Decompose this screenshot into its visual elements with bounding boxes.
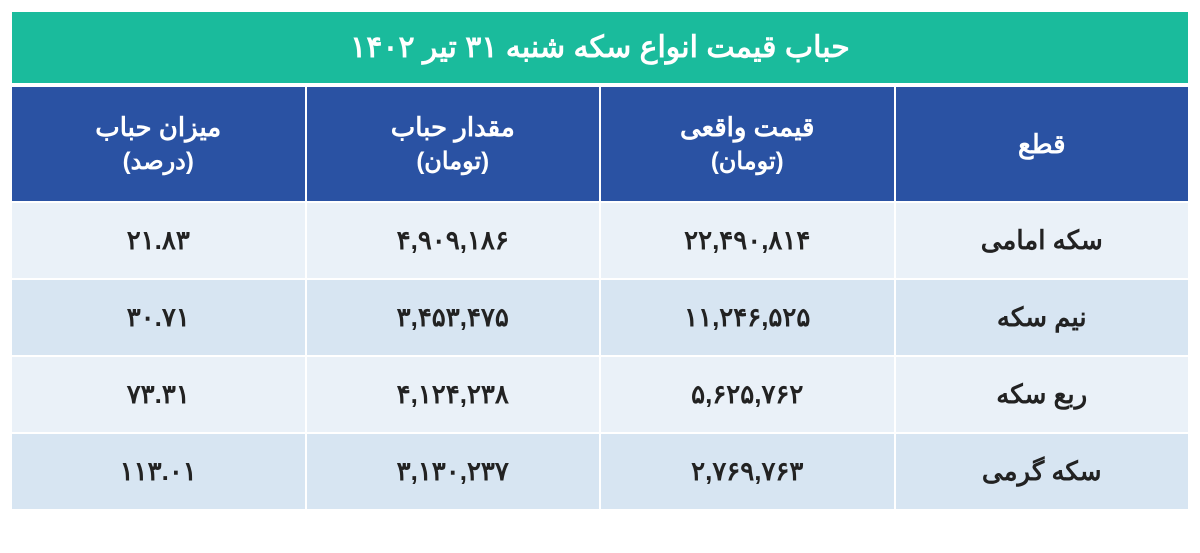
- cell-bubble-amount: ۴,۹۰۹,۱۸۶: [306, 202, 601, 279]
- table-row: نیم سکه ۱۱,۲۴۶,۵۲۵ ۳,۴۵۳,۴۷۵ ۳۰.۷۱: [11, 279, 1189, 356]
- cell-bubble-pct: ۱۱۳.۰۱: [11, 433, 306, 510]
- cell-name: سکه گرمی: [895, 433, 1190, 510]
- col-header-real-price: قیمت واقعی (تومان): [600, 86, 895, 202]
- cell-name: سکه امامی: [895, 202, 1190, 279]
- col-header-type-line1: قطع: [1018, 129, 1066, 159]
- cell-bubble-pct: ۷۳.۳۱: [11, 356, 306, 433]
- col-header-type: قطع: [895, 86, 1190, 202]
- coin-bubble-table: قطع قیمت واقعی (تومان) مقدار حباب (تومان…: [10, 85, 1190, 511]
- col-header-bubble-pct-line2: (درصد): [22, 145, 295, 179]
- cell-name: نیم سکه: [895, 279, 1190, 356]
- col-header-bubble-amount-line1: مقدار حباب: [391, 112, 515, 142]
- col-header-real-price-line1: قیمت واقعی: [680, 112, 814, 142]
- col-header-bubble-amount: مقدار حباب (تومان): [306, 86, 601, 202]
- col-header-bubble-amount-line2: (تومان): [317, 145, 590, 179]
- cell-real-price: ۲۲,۴۹۰,۸۱۴: [600, 202, 895, 279]
- cell-bubble-amount: ۳,۱۳۰,۲۳۷: [306, 433, 601, 510]
- cell-bubble-pct: ۲۱.۸۳: [11, 202, 306, 279]
- cell-real-price: ۵,۶۲۵,۷۶۲: [600, 356, 895, 433]
- cell-bubble-amount: ۳,۴۵۳,۴۷۵: [306, 279, 601, 356]
- col-header-bubble-pct: میزان حباب (درصد): [11, 86, 306, 202]
- table-body: سکه امامی ۲۲,۴۹۰,۸۱۴ ۴,۹۰۹,۱۸۶ ۲۱.۸۳ نیم…: [11, 202, 1189, 510]
- table-row: سکه امامی ۲۲,۴۹۰,۸۱۴ ۴,۹۰۹,۱۸۶ ۲۱.۸۳: [11, 202, 1189, 279]
- cell-name: ربع سکه: [895, 356, 1190, 433]
- table-title: حباب قیمت انواع سکه شنبه ۳۱ تیر ۱۴۰۲: [10, 10, 1190, 85]
- cell-real-price: ۲,۷۶۹,۷۶۳: [600, 433, 895, 510]
- table-header-row: قطع قیمت واقعی (تومان) مقدار حباب (تومان…: [11, 86, 1189, 202]
- col-header-bubble-pct-line1: میزان حباب: [95, 112, 221, 142]
- col-header-real-price-line2: (تومان): [611, 145, 884, 179]
- cell-bubble-amount: ۴,۱۲۴,۲۳۸: [306, 356, 601, 433]
- cell-bubble-pct: ۳۰.۷۱: [11, 279, 306, 356]
- table-row: سکه گرمی ۲,۷۶۹,۷۶۳ ۳,۱۳۰,۲۳۷ ۱۱۳.۰۱: [11, 433, 1189, 510]
- price-table-container: حباب قیمت انواع سکه شنبه ۳۱ تیر ۱۴۰۲ قطع…: [10, 10, 1190, 511]
- table-row: ربع سکه ۵,۶۲۵,۷۶۲ ۴,۱۲۴,۲۳۸ ۷۳.۳۱: [11, 356, 1189, 433]
- cell-real-price: ۱۱,۲۴۶,۵۲۵: [600, 279, 895, 356]
